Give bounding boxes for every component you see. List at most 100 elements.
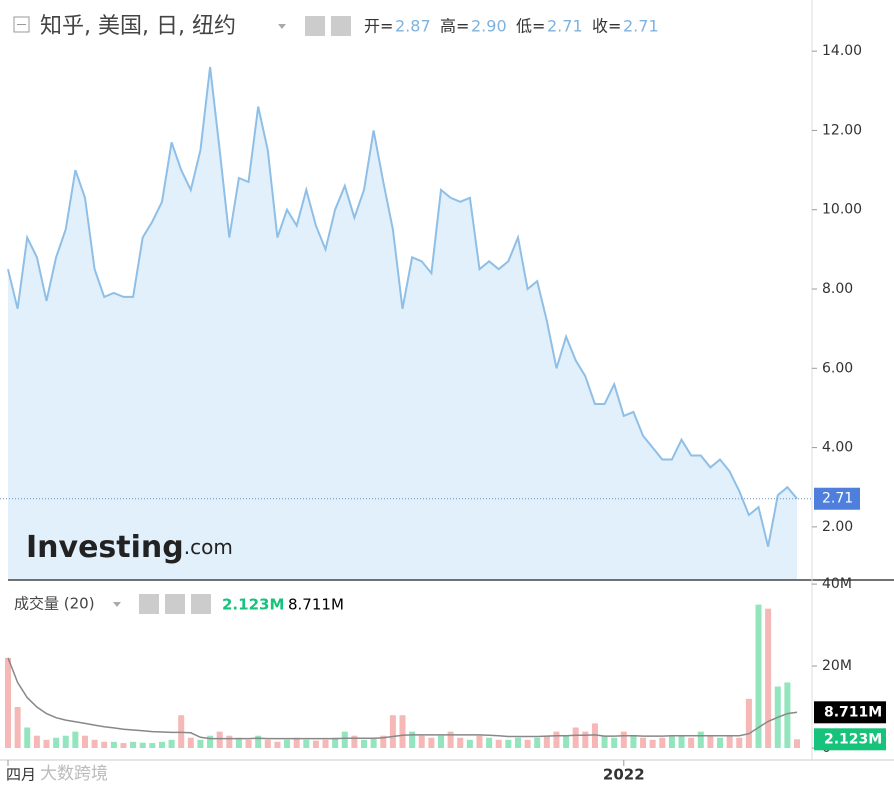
volume-bar: [447, 731, 454, 748]
value-box-label: 2.123M: [824, 731, 882, 747]
watermark: 大数跨境: [40, 764, 108, 784]
volume-bar: [5, 657, 11, 748]
volume-bar: [149, 743, 156, 748]
logo-text: Investing: [26, 530, 184, 565]
ohlc-value: 2.71: [623, 17, 659, 36]
x-tick-label: 四月: [6, 766, 36, 784]
volume-bar: [235, 737, 242, 748]
eye-icon[interactable]: [305, 16, 325, 36]
volume-bar: [582, 731, 589, 748]
volume-bar: [245, 739, 252, 748]
volume-bar: [765, 608, 772, 748]
volume-bar: [486, 737, 493, 748]
volume-bar: [216, 731, 223, 748]
volume-bar: [524, 739, 531, 748]
volume-bar: [91, 739, 98, 748]
volume-bar: [33, 735, 40, 748]
volume-bar: [620, 731, 627, 748]
volume-bar: [688, 737, 695, 748]
logo: Investing.com: [26, 530, 233, 565]
plot: [0, 66, 812, 748]
volume-bar: [668, 735, 675, 748]
volume-bar: [187, 737, 194, 748]
volume-bar: [717, 737, 724, 748]
volume-bar: [207, 735, 214, 748]
volume-bar: [197, 739, 204, 748]
value-box: [814, 728, 886, 751]
volume-bar: [380, 735, 387, 748]
volume-bar: [601, 735, 608, 748]
volume-bar: [284, 739, 291, 748]
volume-bar: [437, 735, 444, 748]
volume-bar: [53, 737, 60, 748]
volume-title: 成交量 (20): [14, 595, 95, 613]
volume-bar: [466, 739, 473, 748]
volume-value: 2.123M: [222, 596, 284, 614]
ma-value: 8.711M: [288, 596, 344, 614]
volume-bar: [399, 715, 406, 748]
eye-icon[interactable]: [139, 594, 159, 614]
volume-bar: [293, 737, 300, 748]
volume-bar: [784, 682, 791, 748]
volume-bar: [264, 739, 271, 748]
ohlc-label: 开=: [364, 17, 393, 36]
volume-bar: [505, 739, 512, 748]
volume-bar: [572, 727, 579, 748]
settings-icon[interactable]: [331, 16, 351, 36]
y-tick-label: 4.00: [822, 440, 853, 456]
ohlc-value: 2.71: [547, 17, 583, 36]
x-tick-label: 2022: [603, 766, 645, 784]
y-tick-label: 10.00: [822, 202, 862, 218]
volume-bar: [755, 604, 762, 748]
ohlc-label: 低=: [516, 17, 545, 36]
close-icon[interactable]: [191, 594, 211, 614]
collapse-icon[interactable]: [13, 16, 30, 33]
y-tick-label: 40M: [822, 576, 852, 592]
volume-bar: [640, 737, 647, 748]
volume-bar: [707, 735, 714, 748]
volume-bar: [418, 735, 425, 748]
volume-bar: [168, 739, 175, 748]
volume-bar: [24, 727, 31, 748]
volume-bar: [794, 739, 800, 748]
dropdown[interactable]: [278, 24, 286, 29]
volume-bar: [43, 739, 50, 748]
volume-bar: [389, 715, 396, 748]
dropdown[interactable]: [113, 602, 121, 607]
ohlc-label: 收=: [592, 17, 621, 36]
volume-bar: [563, 735, 570, 748]
volume-bar: [81, 735, 88, 748]
ohlc: 开= 2.87 高= 2.90 低= 2.71 收= 2.71: [364, 17, 659, 36]
volume-bar: [312, 740, 319, 748]
volume-bar: [332, 737, 339, 748]
volume-bar: [476, 735, 483, 748]
last-price-box: [814, 487, 860, 510]
volume-bar: [14, 707, 21, 748]
ohlc-value: 2.90: [471, 17, 507, 36]
volume-bar: [534, 737, 541, 748]
value-box: [814, 701, 886, 724]
volume-bar: [630, 735, 637, 748]
volume-bar: [255, 735, 262, 748]
y-tick-label: 14.00: [822, 43, 862, 59]
y-tick-label: 2.00: [822, 519, 853, 535]
volume-bar: [591, 723, 598, 748]
chart-title: 知乎, 美国, 日, 纽约: [40, 14, 236, 39]
volume-bar: [178, 715, 185, 748]
area: [8, 67, 797, 580]
volume-bar: [495, 739, 502, 748]
volume-bar: [370, 737, 377, 748]
volume-bar: [428, 737, 435, 748]
last-price-label: 2.71: [822, 491, 853, 507]
volume-bar: [611, 737, 618, 748]
ohlc-value: 2.87: [395, 17, 431, 36]
volume-bar: [649, 739, 656, 748]
volume-bar: [158, 741, 165, 748]
volume-bar: [678, 735, 685, 748]
y-tick-label: 6.00: [822, 360, 853, 376]
volume-bar: [457, 737, 464, 748]
settings-icon[interactable]: [165, 594, 185, 614]
volume-bar: [101, 741, 108, 748]
volume-bar: [72, 731, 79, 748]
